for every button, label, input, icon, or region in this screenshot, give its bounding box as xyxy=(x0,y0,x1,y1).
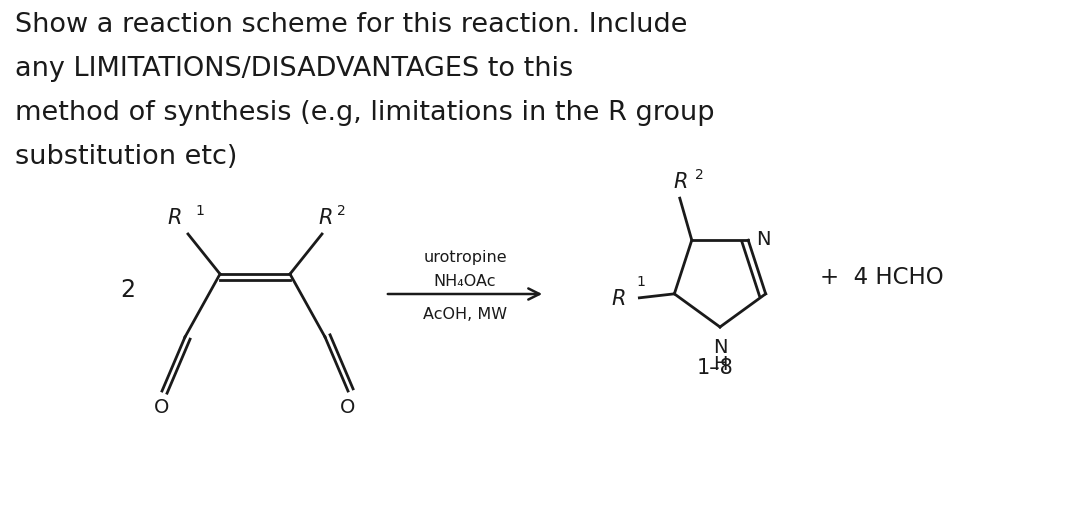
Text: H: H xyxy=(713,354,727,373)
Text: R: R xyxy=(167,208,183,228)
Text: R: R xyxy=(674,172,688,192)
Text: 2: 2 xyxy=(337,204,346,217)
Text: 2: 2 xyxy=(694,168,703,182)
Text: 2: 2 xyxy=(121,277,135,301)
Text: 1: 1 xyxy=(195,204,204,217)
Text: method of synthesis (e.g, limitations in the R group: method of synthesis (e.g, limitations in… xyxy=(15,100,715,126)
Text: Show a reaction scheme for this reaction. Include: Show a reaction scheme for this reaction… xyxy=(15,12,688,38)
Text: N: N xyxy=(713,337,727,356)
Text: O: O xyxy=(340,397,355,416)
Text: 1–8: 1–8 xyxy=(697,357,733,377)
Text: AcOH, MW: AcOH, MW xyxy=(423,306,508,321)
Text: substitution etc): substitution etc) xyxy=(15,144,238,169)
Text: R: R xyxy=(318,208,333,228)
Text: any LIMITATIONS/DISADVANTAGES to this: any LIMITATIONS/DISADVANTAGES to this xyxy=(15,56,573,82)
Text: R: R xyxy=(612,288,626,308)
Text: +  4 HCHO: + 4 HCHO xyxy=(820,266,944,289)
Text: N: N xyxy=(756,229,771,248)
Text: urotropine: urotropine xyxy=(423,249,507,265)
Text: 1: 1 xyxy=(636,274,645,288)
Text: O: O xyxy=(154,397,170,416)
Text: NH₄OAc: NH₄OAc xyxy=(434,273,496,289)
